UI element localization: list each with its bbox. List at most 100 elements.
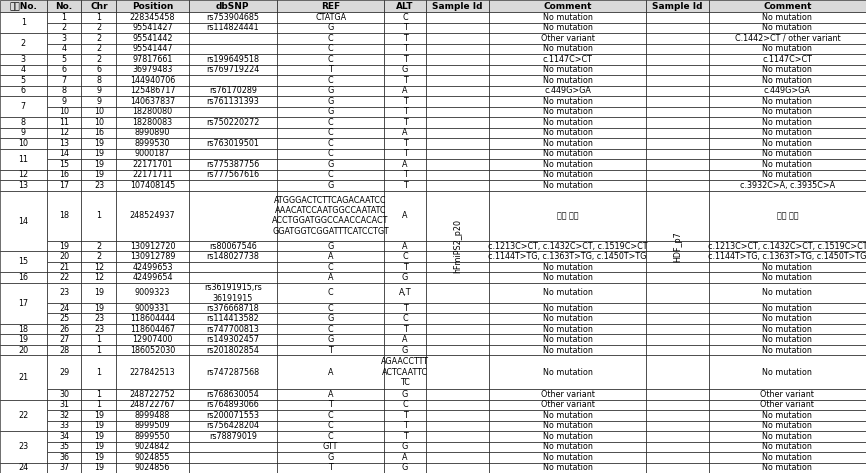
Bar <box>189 54 277 65</box>
Text: 8999530: 8999530 <box>135 139 171 148</box>
Bar <box>116 33 189 44</box>
Text: 2: 2 <box>96 242 101 251</box>
Text: rs763019501: rs763019501 <box>206 139 259 148</box>
Text: rs747700813: rs747700813 <box>206 324 259 333</box>
Bar <box>47 128 81 138</box>
Text: G: G <box>327 97 333 106</box>
Text: 1: 1 <box>96 13 101 22</box>
Text: c.1144T>TG, c.1363T>TG, c.1450T>TG: c.1144T>TG, c.1363T>TG, c.1450T>TG <box>488 252 647 261</box>
Text: G: G <box>402 273 408 282</box>
Bar <box>0 54 47 65</box>
Text: G: G <box>327 314 333 323</box>
Bar <box>426 252 489 262</box>
Text: rs78879019: rs78879019 <box>209 432 257 441</box>
Bar <box>646 241 709 252</box>
Bar <box>385 149 426 159</box>
Bar <box>0 324 47 334</box>
Bar <box>426 191 489 241</box>
Bar <box>81 324 116 334</box>
Bar <box>426 400 489 410</box>
Bar <box>385 75 426 86</box>
Bar <box>0 191 47 252</box>
Text: 19: 19 <box>94 170 104 179</box>
Bar <box>116 96 189 106</box>
Bar <box>0 75 47 86</box>
Bar <box>81 12 116 23</box>
Text: 15: 15 <box>59 160 69 169</box>
Text: 95541447: 95541447 <box>132 44 172 53</box>
Text: C: C <box>327 34 333 43</box>
Text: No mutation: No mutation <box>762 273 812 282</box>
Bar <box>489 324 646 334</box>
Bar <box>81 117 116 128</box>
Text: 7: 7 <box>21 102 26 111</box>
Bar <box>81 54 116 65</box>
Text: 24: 24 <box>59 304 69 313</box>
Bar <box>116 283 189 303</box>
Text: rs76170289: rs76170289 <box>209 86 257 96</box>
Text: rs199649518: rs199649518 <box>206 55 259 64</box>
Bar <box>189 191 277 241</box>
Bar <box>189 355 277 389</box>
Bar <box>189 169 277 180</box>
Bar <box>0 400 47 431</box>
Text: Sample Id: Sample Id <box>432 1 482 10</box>
Text: 13: 13 <box>59 139 69 148</box>
Text: rs777567616: rs777567616 <box>206 170 259 179</box>
Text: G: G <box>327 335 333 344</box>
Bar <box>385 420 426 431</box>
Text: hFmiPS2_p20: hFmiPS2_p20 <box>453 219 462 273</box>
Text: No mutation: No mutation <box>762 463 812 472</box>
Text: C: C <box>327 432 333 441</box>
Bar <box>0 96 47 117</box>
Bar <box>489 345 646 355</box>
Text: 9009331: 9009331 <box>135 304 170 313</box>
Text: 22: 22 <box>18 411 29 420</box>
Text: 20: 20 <box>18 346 29 355</box>
Text: 12: 12 <box>94 273 104 282</box>
Text: No mutation: No mutation <box>542 368 592 377</box>
Bar <box>277 33 385 44</box>
Bar <box>0 65 47 75</box>
Text: AGAACCTTT
ACTCAATTC
TC: AGAACCTTT ACTCAATTC TC <box>381 357 429 387</box>
Bar <box>116 106 189 117</box>
Text: REF: REF <box>321 1 340 10</box>
Text: c.3932C>A, c.3935C>A: c.3932C>A, c.3935C>A <box>740 181 835 190</box>
Text: No mutation: No mutation <box>542 149 592 158</box>
Text: rs114824441: rs114824441 <box>206 23 259 32</box>
Bar <box>646 262 709 272</box>
Text: G: G <box>327 242 333 251</box>
Text: 5: 5 <box>21 76 26 85</box>
Text: No mutation: No mutation <box>762 149 812 158</box>
Bar <box>189 420 277 431</box>
Bar <box>385 44 426 54</box>
Text: GTT: GTT <box>323 442 339 451</box>
Text: 1: 1 <box>96 400 101 409</box>
Bar <box>385 314 426 324</box>
Text: T: T <box>403 23 407 32</box>
Bar <box>189 33 277 44</box>
Bar <box>646 452 709 463</box>
Text: G: G <box>327 453 333 462</box>
Text: G: G <box>402 346 408 355</box>
Text: 2: 2 <box>96 55 101 64</box>
Bar <box>189 149 277 159</box>
Text: 1: 1 <box>61 13 67 22</box>
Text: No mutation: No mutation <box>762 368 812 377</box>
Text: 19: 19 <box>94 432 104 441</box>
Bar <box>277 54 385 65</box>
Bar <box>47 463 81 473</box>
Text: No mutation: No mutation <box>542 170 592 179</box>
Text: T: T <box>403 34 407 43</box>
Bar <box>489 303 646 314</box>
Text: 9: 9 <box>61 97 67 106</box>
Bar <box>116 441 189 452</box>
Text: 10: 10 <box>94 107 104 116</box>
Text: 18280080: 18280080 <box>132 107 172 116</box>
Text: Other variant: Other variant <box>540 34 594 43</box>
Bar <box>646 138 709 149</box>
Bar <box>709 410 866 420</box>
Text: 18: 18 <box>59 211 69 220</box>
Bar <box>47 324 81 334</box>
Bar <box>81 180 116 191</box>
